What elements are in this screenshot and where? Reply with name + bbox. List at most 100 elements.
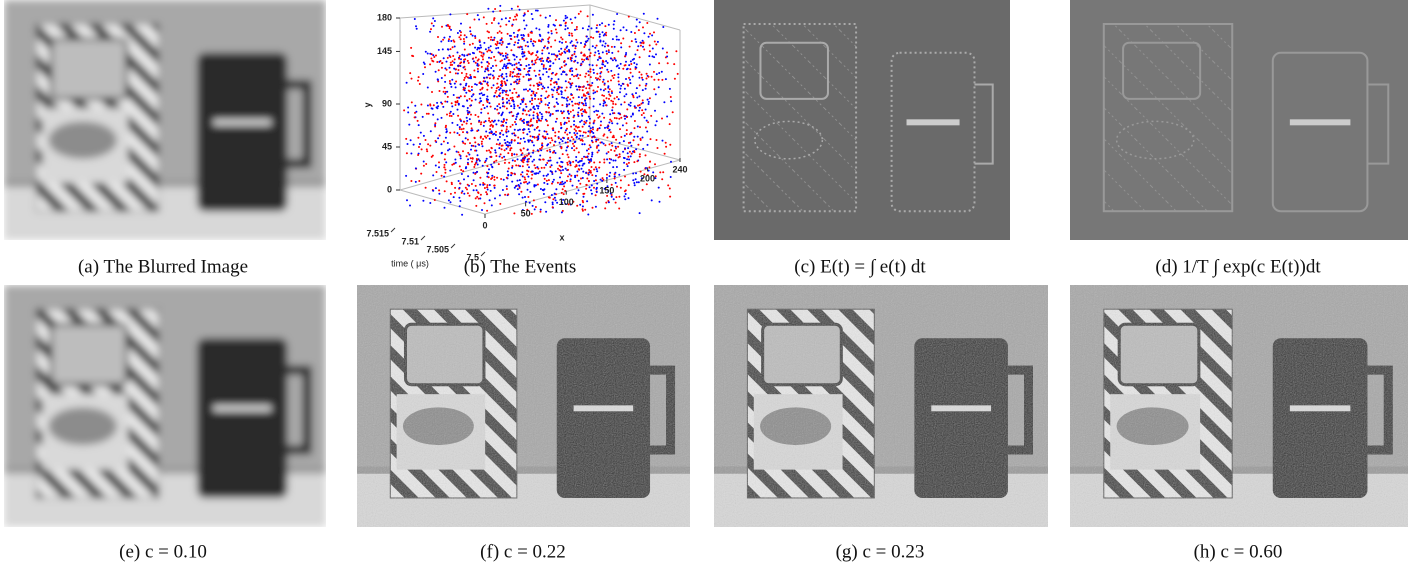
event-dot xyxy=(639,126,641,129)
event-dot xyxy=(489,124,492,127)
event-dot xyxy=(658,72,661,74)
event-dot xyxy=(611,144,614,147)
event-dot xyxy=(470,85,473,88)
event-dot xyxy=(595,188,598,190)
event-dot xyxy=(544,201,547,204)
event-dot xyxy=(554,39,557,42)
event-dot xyxy=(513,75,516,78)
event-dot xyxy=(562,169,564,171)
event-dot xyxy=(622,150,625,153)
event-dot xyxy=(599,75,602,78)
y-tick-label: 0 xyxy=(387,184,392,194)
event-dot xyxy=(596,182,599,185)
event-dot xyxy=(456,51,459,54)
image-content xyxy=(4,0,326,240)
event-dot xyxy=(547,86,550,89)
event-dot xyxy=(615,147,617,150)
event-dot xyxy=(441,62,443,65)
event-dot xyxy=(444,168,447,171)
event-dot xyxy=(499,25,502,28)
event-dot xyxy=(638,153,641,156)
event-dot xyxy=(512,99,515,102)
event-dot xyxy=(459,118,462,121)
x-tick-label: 0 xyxy=(482,220,487,230)
event-dot xyxy=(563,71,566,73)
event-dot xyxy=(537,135,540,138)
event-dot xyxy=(601,63,604,66)
event-dot xyxy=(417,154,420,156)
event-dot xyxy=(442,57,445,60)
event-dot xyxy=(531,97,534,100)
event-dot xyxy=(532,144,535,147)
event-dot xyxy=(567,57,570,60)
event-dot xyxy=(551,139,554,142)
event-dot xyxy=(432,113,435,116)
event-dot xyxy=(485,22,488,25)
event-dot xyxy=(606,68,609,71)
event-dot xyxy=(469,30,472,33)
event-dot xyxy=(625,29,628,32)
event-dot xyxy=(463,87,466,90)
event-dot xyxy=(462,141,465,144)
event-dot xyxy=(635,25,638,28)
event-dot xyxy=(564,41,567,43)
event-dot xyxy=(476,154,479,157)
event-dot xyxy=(498,42,501,45)
event-dot xyxy=(580,119,583,122)
event-dot xyxy=(616,64,619,67)
event-dot xyxy=(577,96,580,99)
event-dot xyxy=(570,93,573,96)
event-dot xyxy=(587,179,590,182)
caption: (b) The Events xyxy=(464,256,577,277)
event-dot xyxy=(454,158,457,161)
event-dot xyxy=(430,22,433,25)
event-dot xyxy=(521,55,524,58)
event-dot xyxy=(538,119,541,122)
event-dot xyxy=(571,104,574,107)
event-dot xyxy=(589,131,592,134)
event-dot xyxy=(511,159,514,162)
mug-text xyxy=(573,405,634,412)
event-dot xyxy=(539,119,542,122)
event-dot xyxy=(505,128,508,131)
event-dot xyxy=(605,31,608,34)
event-dot xyxy=(518,185,521,188)
event-dot xyxy=(502,65,505,68)
event-dot xyxy=(627,197,630,200)
event-dot xyxy=(549,166,552,168)
event-dot xyxy=(488,102,491,105)
event-dot xyxy=(619,29,622,32)
event-dot xyxy=(551,71,554,74)
event-dot xyxy=(465,166,468,169)
event-dot xyxy=(577,107,580,110)
event-dot xyxy=(531,18,534,20)
event-dot xyxy=(605,97,608,100)
event-dot xyxy=(587,158,590,161)
event-dot xyxy=(509,17,511,19)
event-dot xyxy=(582,110,585,113)
event-dot xyxy=(414,167,417,170)
event-dot xyxy=(460,173,463,175)
event-dot xyxy=(631,93,634,96)
event-dot xyxy=(528,88,531,91)
event-dot xyxy=(470,77,472,80)
event-dot xyxy=(617,38,620,41)
event-dot xyxy=(646,22,649,24)
event-dot xyxy=(558,40,561,43)
event-dot xyxy=(432,174,435,177)
event-dot xyxy=(474,184,477,187)
event-dot xyxy=(585,87,588,90)
event-dot xyxy=(458,128,461,130)
event-dot xyxy=(508,99,510,102)
x-tick-label: 50 xyxy=(521,209,531,219)
event-dot xyxy=(505,130,508,133)
event-dot xyxy=(500,148,503,151)
event-dot xyxy=(410,46,413,49)
event-dot xyxy=(560,47,563,50)
event-dot xyxy=(466,131,468,134)
event-dot xyxy=(527,170,530,173)
event-dot xyxy=(487,176,490,179)
event-dot xyxy=(453,145,456,148)
event-dot xyxy=(575,136,578,139)
